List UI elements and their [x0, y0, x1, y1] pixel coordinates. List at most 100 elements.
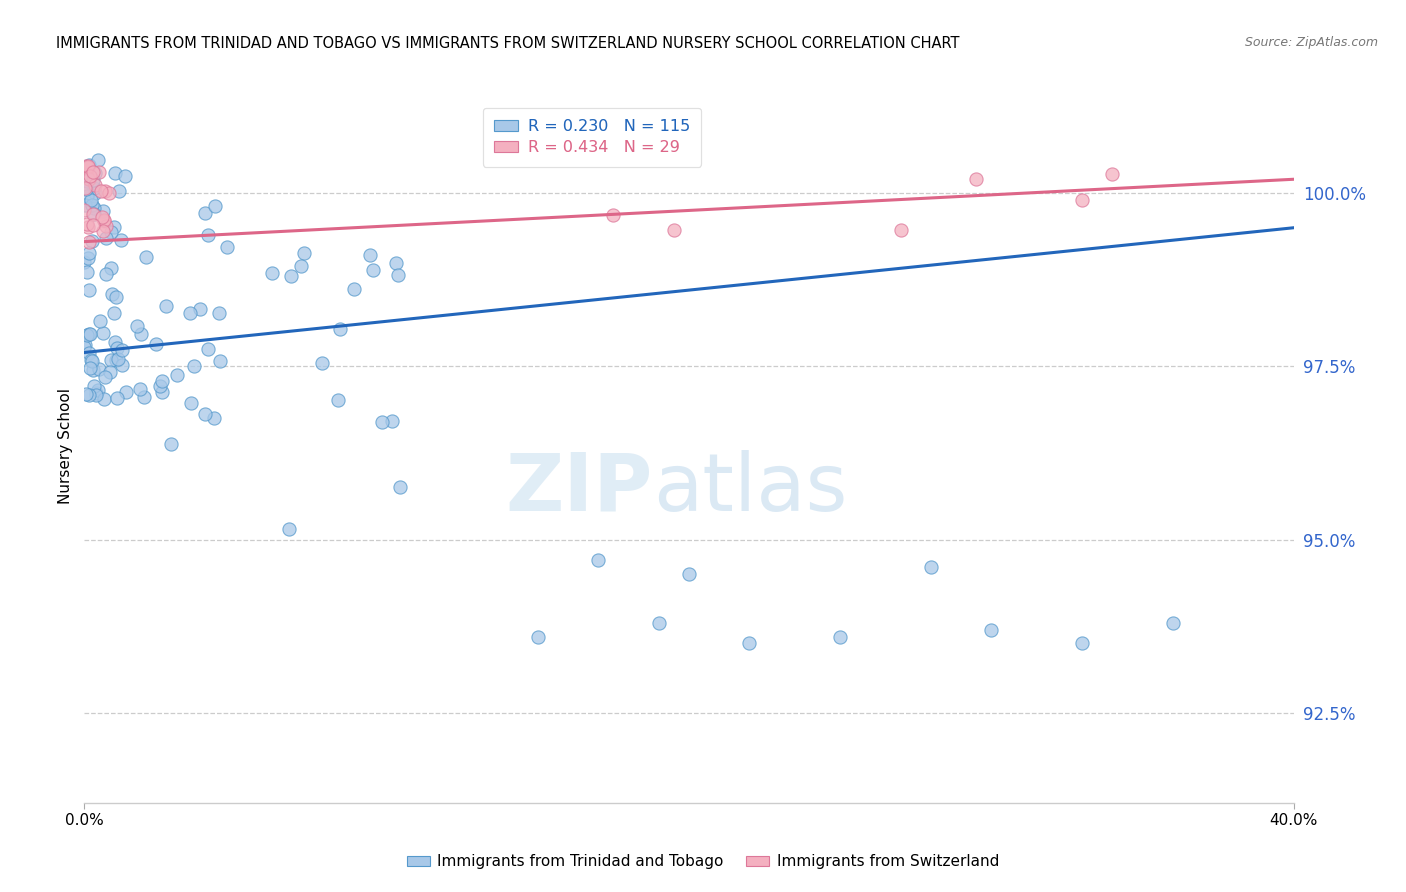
Point — [94, 370, 117, 384]
Point — [278, 522, 301, 536]
Point — [86, 388, 108, 402]
Point — [96, 219, 118, 233]
Point — [830, 630, 852, 644]
Point — [77, 157, 100, 171]
Point — [115, 385, 138, 400]
Point — [82, 218, 104, 232]
Point — [93, 326, 115, 340]
Point — [76, 251, 98, 265]
Point — [96, 267, 118, 281]
Point — [194, 206, 217, 220]
Point — [527, 630, 550, 644]
Point — [91, 211, 114, 225]
Point — [159, 437, 181, 451]
Point — [73, 340, 96, 354]
Point — [73, 338, 96, 352]
Point — [180, 396, 202, 410]
Point — [209, 354, 232, 368]
Point — [105, 290, 128, 304]
Point — [329, 321, 352, 335]
Point — [75, 159, 97, 173]
Point — [361, 262, 384, 277]
Point — [217, 239, 239, 253]
Point — [204, 199, 226, 213]
Point — [166, 368, 188, 382]
Point — [662, 223, 685, 237]
Point — [602, 208, 624, 222]
Point — [76, 189, 98, 203]
Legend: Immigrants from Trinidad and Tobago, Immigrants from Switzerland: Immigrants from Trinidad and Tobago, Imm… — [401, 848, 1005, 875]
Point — [648, 615, 671, 630]
Text: ZIP: ZIP — [505, 450, 652, 528]
Y-axis label: Nursery School: Nursery School — [58, 388, 73, 504]
Point — [965, 172, 987, 186]
Point — [387, 268, 409, 282]
Text: atlas: atlas — [652, 450, 846, 528]
Point — [103, 219, 125, 234]
Point — [105, 341, 128, 355]
Point — [94, 231, 117, 245]
Point — [80, 198, 103, 212]
Point — [311, 356, 333, 370]
Point — [76, 160, 98, 174]
Point — [84, 178, 107, 192]
Point — [79, 169, 101, 183]
Point — [87, 362, 110, 376]
Point — [90, 184, 112, 198]
Point — [76, 265, 98, 279]
Point — [76, 173, 98, 187]
Point — [83, 378, 105, 392]
Point — [381, 414, 404, 428]
Point — [87, 165, 110, 179]
Point — [79, 361, 101, 376]
Point — [101, 286, 124, 301]
Point — [77, 171, 100, 186]
Point — [105, 352, 128, 367]
Point — [93, 214, 115, 228]
Point — [197, 227, 219, 242]
Point — [207, 305, 229, 319]
Point — [82, 165, 104, 179]
Legend: R = 0.230   N = 115, R = 0.434   N = 29: R = 0.230 N = 115, R = 0.434 N = 29 — [484, 108, 702, 167]
Point — [389, 480, 412, 494]
Point — [890, 223, 912, 237]
Point — [152, 384, 174, 399]
Point — [1161, 615, 1184, 630]
Point — [73, 254, 96, 268]
Point — [262, 266, 284, 280]
Point — [79, 326, 101, 341]
Point — [93, 392, 115, 406]
Point — [132, 390, 155, 404]
Point — [104, 165, 127, 179]
Point — [197, 342, 219, 356]
Point — [73, 202, 96, 217]
Point — [1071, 636, 1094, 650]
Point — [127, 318, 149, 333]
Point — [82, 207, 104, 221]
Point — [100, 225, 122, 239]
Point — [91, 204, 114, 219]
Point — [75, 198, 97, 212]
Point — [76, 219, 98, 234]
Point — [131, 327, 153, 342]
Point — [114, 169, 136, 184]
Point — [77, 246, 100, 260]
Point — [84, 186, 107, 201]
Point — [371, 415, 394, 429]
Point — [194, 407, 217, 421]
Point — [76, 218, 98, 232]
Point — [93, 212, 115, 227]
Point — [202, 411, 225, 425]
Point — [183, 359, 205, 373]
Point — [588, 553, 610, 567]
Point — [82, 173, 104, 187]
Point — [100, 353, 122, 368]
Text: Source: ZipAtlas.com: Source: ZipAtlas.com — [1244, 36, 1378, 49]
Point — [343, 282, 366, 296]
Point — [190, 302, 212, 317]
Point — [104, 335, 127, 350]
Point — [77, 327, 100, 342]
Point — [1071, 193, 1094, 207]
Point — [111, 343, 134, 357]
Point — [77, 159, 100, 173]
